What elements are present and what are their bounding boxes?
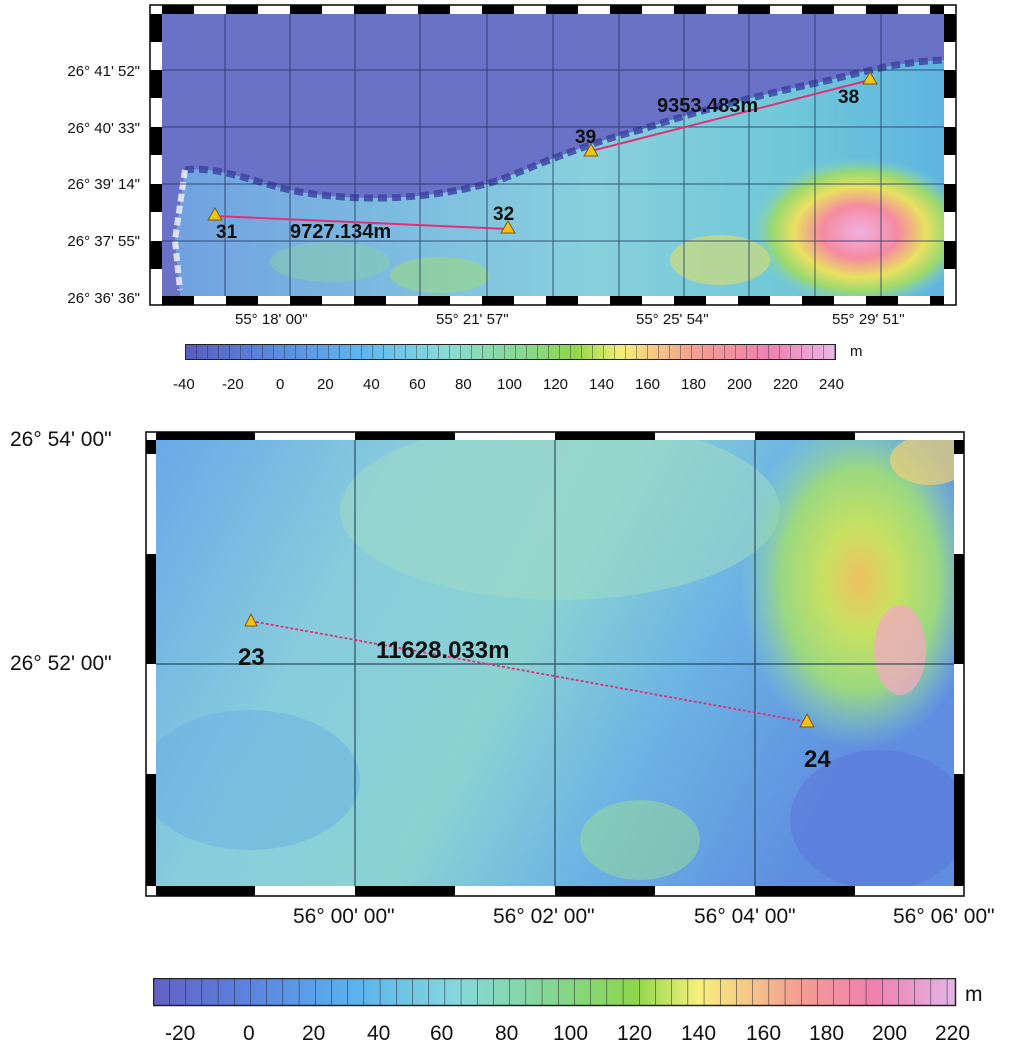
station-32-marker <box>500 220 516 234</box>
bottom-colorbar-tick: 180 <box>809 1022 845 1045</box>
bottom-colorbar-tick: -20 <box>165 1022 196 1045</box>
station-23-marker <box>244 612 258 627</box>
station-39-marker <box>583 143 599 157</box>
top-lon-label: 55° 25' 54" <box>636 311 709 328</box>
bottom-colorbar-tick: 0 <box>243 1022 255 1045</box>
bottom-colorbar-tick: 80 <box>495 1022 519 1045</box>
top-colorbar-tick: 140 <box>589 376 615 393</box>
top-colorbar-tick: 160 <box>635 376 661 393</box>
top-lat-label: 26° 39' 14" <box>67 176 140 193</box>
distance-23-24: 11628.033m <box>376 637 509 664</box>
bottom-colorbar-unit: m <box>965 983 983 1006</box>
bottom-lon-label: 56° 00' 00" <box>293 905 395 928</box>
route-39-38 <box>590 79 871 152</box>
bottom-colorbar-tick: 20 <box>302 1022 326 1045</box>
station-38-label: 38 <box>838 87 859 108</box>
top-lat-label: 26° 36' 36" <box>67 290 140 307</box>
top-colorbar-tick: 0 <box>276 376 285 393</box>
route-31-32 <box>214 215 509 230</box>
top-colorbar-tick: -40 <box>173 376 195 393</box>
bottom-lon-label: 56° 06' 00" <box>893 905 995 928</box>
bottom-lon-label: 56° 04' 00" <box>694 905 796 928</box>
top-colorbar-tick: 120 <box>543 376 569 393</box>
top-colorbar-unit: m <box>850 343 863 360</box>
station-23-label: 23 <box>238 644 265 671</box>
bottom-colorbar-tick: 100 <box>553 1022 589 1045</box>
top-lat-label: 26° 37' 55" <box>67 233 140 250</box>
bottom-lat-label: 26° 54' 00" <box>10 428 112 451</box>
top-map: 31 32 39 38 9727.134m 9353.483m <box>149 4 957 306</box>
station-31-label: 31 <box>216 222 238 243</box>
top-lon-label: 55° 21' 57" <box>436 311 509 328</box>
station-31-marker <box>207 207 223 221</box>
top-lon-label: 55° 18' 00" <box>235 311 308 328</box>
top-colorbar <box>185 344 836 360</box>
bottom-lat-label: 26° 52' 00" <box>10 652 112 675</box>
station-32-label: 32 <box>493 204 514 225</box>
top-colorbar-tick: 180 <box>681 376 707 393</box>
bottom-colorbar-tick: 40 <box>367 1022 391 1045</box>
distance-31-32: 9727.134m <box>290 221 391 243</box>
station-24-label: 24 <box>804 746 831 773</box>
station-24-marker <box>799 712 815 728</box>
top-colorbar-tick: 200 <box>727 376 753 393</box>
top-colorbar-tick: 220 <box>773 376 799 393</box>
bottom-colorbar-tick: 160 <box>746 1022 782 1045</box>
bottom-lon-label: 56° 02' 00" <box>493 905 595 928</box>
bottom-colorbar-tick: 60 <box>430 1022 454 1045</box>
bottom-colorbar <box>153 978 957 1007</box>
top-colorbar-tick: 60 <box>409 376 426 393</box>
bottom-colorbar-tick: 220 <box>935 1022 971 1045</box>
top-colorbar-tick: 40 <box>363 376 380 393</box>
bottom-colorbar-tick: 120 <box>617 1022 653 1045</box>
station-39-label: 39 <box>575 127 596 148</box>
route-23-24 <box>250 620 808 723</box>
distance-39-38: 9353.483m <box>657 95 758 117</box>
top-lat-label: 26° 40' 33" <box>67 120 140 137</box>
top-lat-label: 26° 41' 52" <box>67 63 140 80</box>
top-lon-label: 55° 29' 51" <box>832 311 905 328</box>
bottom-map: 23 24 11628.033m <box>145 431 965 897</box>
station-38-marker <box>862 71 878 85</box>
bottom-colorbar-tick: 140 <box>681 1022 717 1045</box>
bottom-colorbar-tick: 200 <box>872 1022 908 1045</box>
top-colorbar-tick: 240 <box>819 376 845 393</box>
top-colorbar-tick: 80 <box>455 376 472 393</box>
top-colorbar-tick: 100 <box>497 376 523 393</box>
top-colorbar-tick: 20 <box>317 376 334 393</box>
top-colorbar-tick: -20 <box>222 376 244 393</box>
